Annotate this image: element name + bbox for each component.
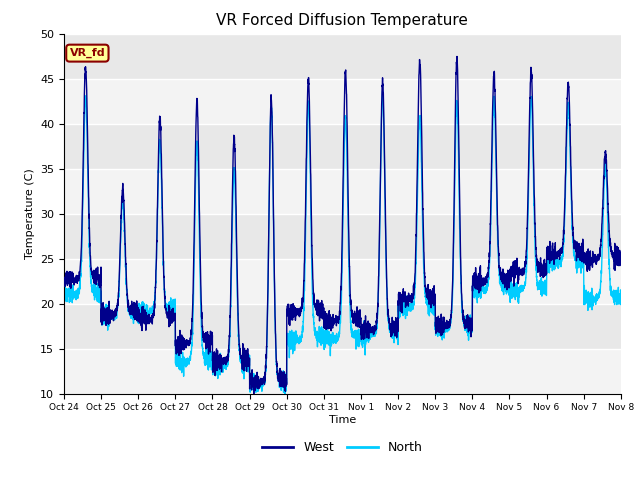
Y-axis label: Temperature (C): Temperature (C) [24,168,35,259]
Bar [64,79,621,123]
Text: VR_fd: VR_fd [70,48,105,58]
Bar [64,348,621,394]
Bar [64,168,621,214]
Title: VR Forced Diffusion Temperature: VR Forced Diffusion Temperature [216,13,468,28]
Legend: West, North: West, North [257,436,428,459]
Bar [64,259,621,303]
X-axis label: Time: Time [329,415,356,425]
